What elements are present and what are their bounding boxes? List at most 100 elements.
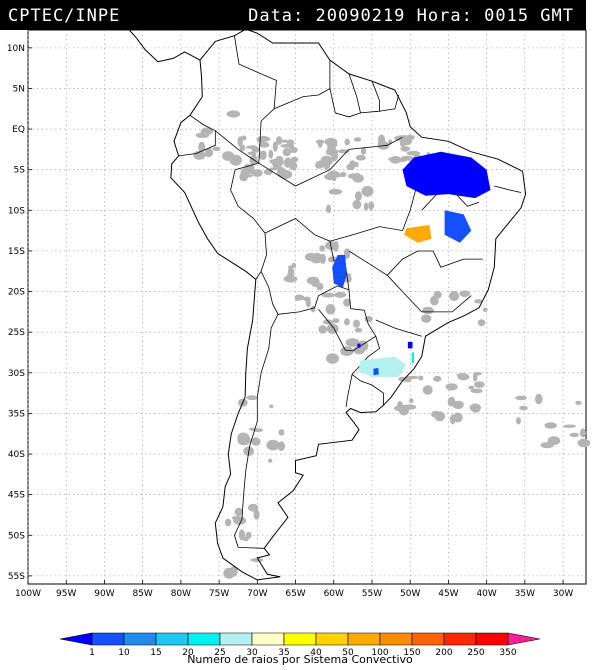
lon-label: 30W bbox=[553, 589, 573, 599]
cloud-patch bbox=[272, 141, 278, 152]
legend-swatch bbox=[443, 632, 477, 646]
legend-tick-label: 200 bbox=[435, 648, 452, 658]
lat-label: 10S bbox=[8, 206, 25, 216]
cloud-patch bbox=[360, 147, 367, 155]
cloud-patch bbox=[337, 149, 350, 154]
cloud-patch bbox=[253, 428, 264, 433]
cloud-patch bbox=[540, 442, 554, 449]
central-america-coastline bbox=[128, 30, 201, 63]
cloud-patch bbox=[250, 558, 264, 562]
lat-label: 10N bbox=[7, 44, 25, 54]
cloud-patch bbox=[535, 393, 543, 405]
legend-tick-label: 10 bbox=[118, 648, 130, 658]
cloud-patch bbox=[400, 146, 411, 152]
lon-label: 90W bbox=[94, 589, 114, 599]
legend-swatch bbox=[379, 632, 413, 646]
cloud-patch bbox=[276, 136, 283, 145]
cloud-patch bbox=[266, 439, 280, 451]
cloud-patch bbox=[469, 403, 481, 412]
cloud-patch bbox=[283, 157, 292, 168]
cloud-patch bbox=[418, 375, 424, 381]
lon-label: 95W bbox=[56, 589, 76, 599]
cloud-patch bbox=[328, 188, 343, 195]
cloud-patch bbox=[515, 395, 527, 401]
date-caption: Data: bbox=[248, 6, 305, 26]
cloud-patch bbox=[422, 306, 434, 315]
convective-system bbox=[373, 367, 379, 376]
legend-tick-label: 15 bbox=[150, 648, 161, 658]
cloud-patch bbox=[253, 509, 260, 520]
cloud-patch bbox=[321, 292, 335, 298]
cloud-patch bbox=[355, 154, 366, 161]
convective-systems bbox=[332, 151, 491, 377]
cloud-patch bbox=[433, 290, 442, 299]
cloud-patch bbox=[452, 412, 463, 423]
cloud-patch bbox=[449, 290, 460, 302]
cloud-patch bbox=[393, 405, 407, 412]
timestamp-label: Data: 20090219 Hora: 0015 GMT bbox=[248, 6, 574, 26]
lat-label: 5S bbox=[14, 166, 26, 176]
lat-label: 15S bbox=[8, 247, 25, 257]
lat-label: EQ bbox=[12, 125, 25, 135]
cloud-patch bbox=[231, 516, 242, 520]
cloud-patch bbox=[294, 294, 305, 301]
cloud-patch bbox=[277, 167, 286, 178]
cloud-patch bbox=[193, 150, 206, 160]
cloud-patch bbox=[212, 146, 221, 151]
cloud-patch bbox=[353, 319, 360, 328]
cloud-patch bbox=[352, 199, 362, 210]
cloud-patch bbox=[325, 304, 336, 315]
legend-tick-label: 20 bbox=[182, 648, 194, 658]
convective-system bbox=[357, 343, 361, 348]
legend-swatch bbox=[219, 632, 253, 646]
cloud-patch bbox=[349, 160, 356, 168]
cloud-patch bbox=[425, 315, 432, 321]
cloud-patch bbox=[482, 307, 488, 313]
cloud-patch bbox=[434, 411, 446, 422]
lat-label: 50S bbox=[8, 531, 25, 541]
convective-system bbox=[407, 341, 413, 349]
cloud-patch bbox=[291, 262, 297, 269]
cloud-patch bbox=[474, 299, 483, 304]
cloud-patch bbox=[406, 150, 421, 156]
cloud-patch bbox=[269, 404, 274, 409]
cloud-patch bbox=[229, 154, 242, 166]
cloud-patch bbox=[277, 441, 285, 452]
legend-swatch bbox=[91, 632, 125, 646]
cloud-patch bbox=[409, 398, 414, 404]
lightning-map: 10N 5N EQ 5S 10S 15S 20S 25S 30S 35S 40S 45S 50S 55S 1… bbox=[7, 30, 591, 658]
cloud-patch bbox=[247, 151, 256, 155]
legend-swatch bbox=[123, 632, 157, 646]
legend-swatch bbox=[315, 632, 349, 646]
cloud-patch bbox=[381, 141, 386, 147]
cloud-patch bbox=[354, 327, 363, 333]
lon-label: 60W bbox=[324, 589, 344, 599]
cloud-patch bbox=[195, 132, 210, 138]
cloud-patch bbox=[269, 167, 278, 171]
cloud-patch bbox=[327, 145, 336, 153]
cloud-patch bbox=[306, 276, 320, 285]
cloud-patch bbox=[477, 319, 486, 327]
lat-label: 45S bbox=[8, 491, 25, 501]
cloud-patch bbox=[310, 305, 316, 313]
cloud-patch bbox=[224, 518, 232, 527]
cloud-patch bbox=[579, 428, 587, 438]
cloud-patch bbox=[388, 157, 398, 162]
cloud-patch bbox=[577, 438, 591, 448]
cloud-patch bbox=[468, 385, 475, 390]
country-borders bbox=[178, 35, 522, 549]
cloud-patch bbox=[457, 373, 470, 381]
cloud-patch bbox=[575, 400, 582, 405]
cloud-patch bbox=[355, 172, 361, 181]
lon-label: 65W bbox=[285, 589, 305, 599]
legend-swatch bbox=[411, 632, 445, 646]
lon-label: 35W bbox=[515, 589, 535, 599]
cloud-patch bbox=[234, 507, 243, 517]
cloud-patch bbox=[237, 136, 243, 147]
lat-label: 25S bbox=[8, 328, 25, 338]
cloud-patch bbox=[247, 503, 259, 512]
hour-caption: Hora: bbox=[416, 6, 473, 26]
convective-system bbox=[444, 210, 472, 243]
cloud-patch bbox=[326, 204, 332, 214]
lon-label: 100W bbox=[15, 589, 41, 599]
